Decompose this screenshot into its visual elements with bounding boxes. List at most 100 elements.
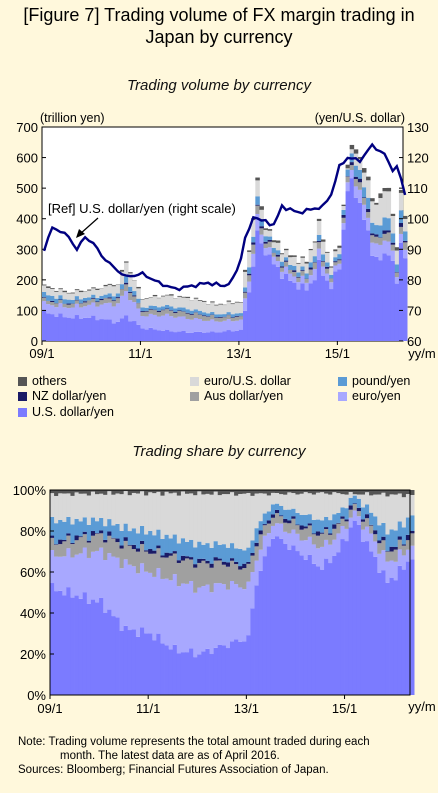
volume-bar-pound_yen xyxy=(95,297,100,302)
share-bar-euro_yen xyxy=(393,561,399,581)
share-bar-usd_yen xyxy=(410,559,415,695)
share-bar-euro_usd xyxy=(348,492,354,498)
volume-bar-nzd_yen xyxy=(50,300,55,303)
volume-bar-nzd_yen xyxy=(403,240,408,243)
share-bar-others xyxy=(270,490,276,493)
volume-bar-usd_yen xyxy=(107,319,113,341)
share-bar-aus_yen xyxy=(283,522,288,532)
volume-bar-nzd_yen xyxy=(259,226,264,229)
volume-bar-euro_usd xyxy=(78,292,84,300)
volume-bar-others xyxy=(42,284,47,286)
volume-bar-nzd_yen xyxy=(267,239,273,242)
volume-bar-nzd_yen xyxy=(206,316,211,317)
share-bar-others xyxy=(381,490,386,493)
share-bar-euro_usd xyxy=(103,494,108,527)
share-bar-aus_yen xyxy=(168,555,174,581)
volume-bar-aus_yen xyxy=(386,232,392,242)
share-bar-aus_yen xyxy=(78,537,84,554)
volume-bar-aus_yen xyxy=(378,237,383,245)
volume-bar-others xyxy=(193,297,199,299)
share-bar-usd_yen xyxy=(180,652,186,695)
volume-bar-euro_yen xyxy=(357,189,363,203)
x-tick-label: 09/1 xyxy=(29,346,54,361)
volume-bar-usd_yen xyxy=(169,331,174,341)
share-bar-pound_yen xyxy=(86,524,92,541)
share-bar-usd_yen xyxy=(369,551,374,695)
volume-bar-aus_yen xyxy=(103,298,109,304)
volume-bar-usd_yen xyxy=(247,292,252,341)
share-bar-others xyxy=(95,490,100,495)
volume-bar-usd_yen xyxy=(271,264,277,341)
volume-bar-aus_yen xyxy=(337,260,342,264)
volume-bar-euro_yen xyxy=(185,318,191,333)
volume-bar-others xyxy=(234,301,240,303)
share-bar-euro_yen xyxy=(103,560,108,613)
volume-bar-nzd_yen xyxy=(99,299,104,301)
share-bar-others xyxy=(336,490,341,494)
share-bar-euro_usd xyxy=(275,493,280,504)
volume-bar-usd_yen xyxy=(308,283,314,341)
volume-bar-euro_usd xyxy=(206,304,211,314)
volume-bar-nzd_yen xyxy=(325,266,330,269)
volume-bar-euro_yen xyxy=(271,256,277,265)
figure-title-line1: [Figure 7] Trading volume of FX margin t… xyxy=(23,5,415,25)
share-bar-aus_yen xyxy=(234,564,239,585)
share-bar-euro_yen xyxy=(176,586,182,654)
volume-bar-usd_yen xyxy=(132,321,137,341)
share-bar-pound_yen xyxy=(205,543,210,561)
volume-bar-nzd_yen xyxy=(132,295,137,297)
volume-bar-pound_yen xyxy=(218,314,223,317)
volume-bar-others xyxy=(271,240,277,243)
volume-bar-aus_yen xyxy=(267,241,273,248)
volume-bar-aus_yen xyxy=(152,310,158,315)
volume-bar-usd_yen xyxy=(218,332,223,341)
share-bar-usd_yen xyxy=(352,520,358,695)
share-bar-usd_yen xyxy=(283,543,288,695)
share-bar-pound_yen xyxy=(299,514,305,526)
volume-bar-others xyxy=(300,256,305,258)
share-bar-nzd_yen xyxy=(340,516,345,519)
share-bar-pound_yen xyxy=(160,538,165,556)
share-bar-others xyxy=(389,490,395,495)
share-bar-usd_yen xyxy=(401,569,407,695)
share-bar-others xyxy=(238,490,243,494)
share-bar-aus_yen xyxy=(246,563,251,582)
share-bar-euro_usd xyxy=(99,493,104,518)
share-bar-pound_yen xyxy=(242,550,247,564)
volume-bar-others xyxy=(136,286,141,289)
volume-bar-aus_yen xyxy=(169,310,174,317)
share-bar-euro_usd xyxy=(315,492,321,520)
volume-bar-others xyxy=(128,272,133,274)
volume-bar-aus_yen xyxy=(58,300,63,304)
volume-bar-aus_yen xyxy=(284,261,289,267)
share-bar-others xyxy=(352,490,358,495)
volume-bar-aus_yen xyxy=(345,176,351,183)
volume-bar-nzd_yen xyxy=(279,266,285,268)
volume-bar-pound_yen xyxy=(87,297,92,301)
volume-bar-pound_yen xyxy=(263,236,269,242)
volume-bar-aus_yen xyxy=(111,301,117,307)
share-bar-pound_yen xyxy=(50,516,55,536)
share-bar-euro_yen xyxy=(369,533,374,552)
volume-bar-euro_usd xyxy=(46,287,51,296)
volume-bar-aus_yen xyxy=(382,233,387,241)
share-bar-euro_yen xyxy=(156,568,161,634)
volume-bar-euro_usd xyxy=(378,198,383,226)
volume-bar-nzd_yen xyxy=(357,178,363,183)
share-x-tick-label: 09/1 xyxy=(37,701,62,716)
share-bar-euro_usd xyxy=(352,494,358,496)
volume-bar-others xyxy=(50,288,55,289)
volume-bar-aus_yen xyxy=(124,284,129,292)
volume-bar-pound_yen xyxy=(103,294,109,298)
share-bar-euro_yen xyxy=(152,576,157,641)
share-bar-euro_usd xyxy=(82,493,88,518)
volume-bar-others xyxy=(238,302,244,303)
volume-bar-euro_usd xyxy=(140,299,145,308)
share-bar-usd_yen xyxy=(405,561,411,695)
share-bar-euro_usd xyxy=(86,495,92,525)
volume-bar-euro_yen xyxy=(99,304,104,320)
share-bar-others xyxy=(176,490,182,496)
volume-bar-usd_yen xyxy=(140,328,145,341)
volume-bar-nzd_yen xyxy=(353,176,359,180)
share-bar-pound_yen xyxy=(369,512,374,525)
